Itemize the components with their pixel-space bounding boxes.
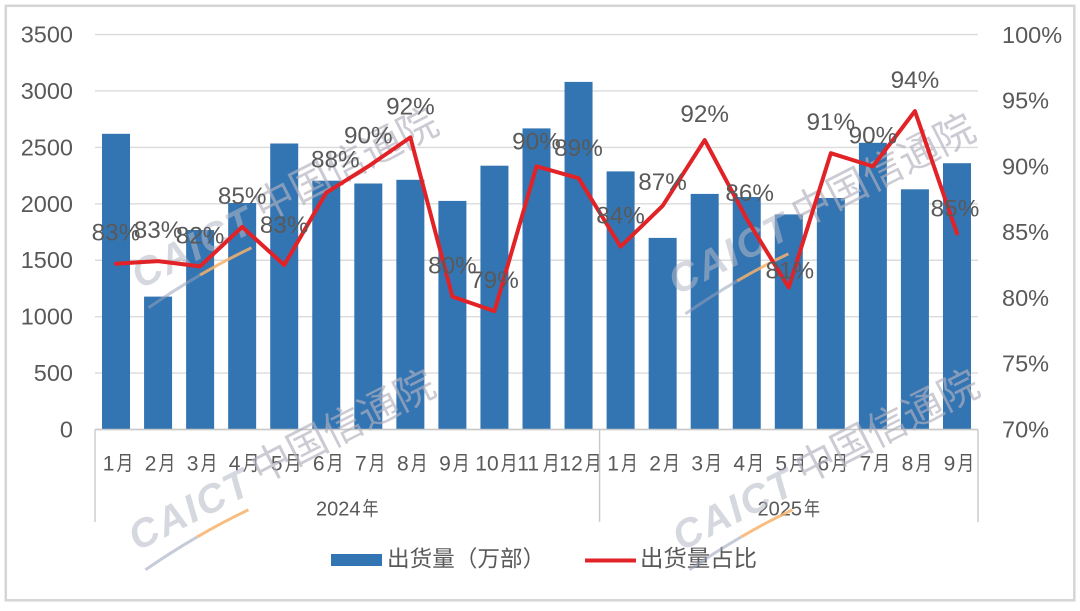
svg-text:4: 4 (733, 453, 745, 476)
svg-text:2025: 2025 (758, 499, 803, 521)
svg-text:500: 500 (34, 360, 73, 386)
svg-text:88%: 88% (311, 147, 360, 174)
svg-text:1: 1 (607, 453, 619, 476)
svg-text:6: 6 (313, 453, 325, 476)
svg-text:83%: 83% (260, 212, 309, 239)
svg-text:75%: 75% (1002, 351, 1049, 377)
svg-text:5: 5 (775, 453, 787, 476)
svg-text:3500: 3500 (21, 22, 73, 48)
svg-text:11: 11 (517, 453, 539, 476)
svg-text:84%: 84% (596, 203, 645, 230)
svg-text:3000: 3000 (21, 78, 73, 104)
svg-text:1: 1 (103, 453, 115, 476)
svg-text:90%: 90% (1002, 153, 1049, 179)
svg-text:0: 0 (60, 417, 73, 443)
svg-text:83%: 83% (92, 220, 141, 247)
svg-text:81%: 81% (765, 257, 814, 284)
svg-text:80%: 80% (1002, 285, 1049, 311)
svg-text:3: 3 (691, 453, 703, 476)
svg-text:82%: 82% (176, 222, 225, 249)
svg-text:85%: 85% (931, 196, 980, 223)
svg-text:1000: 1000 (21, 304, 73, 330)
svg-text:85%: 85% (218, 183, 267, 210)
svg-text:9: 9 (439, 453, 451, 476)
svg-text:70%: 70% (1002, 417, 1049, 443)
svg-text:8: 8 (397, 453, 409, 476)
svg-text:2500: 2500 (21, 134, 73, 160)
svg-text:12: 12 (559, 453, 582, 476)
svg-text:95%: 95% (1002, 88, 1049, 114)
svg-text:83%: 83% (134, 217, 183, 244)
svg-text:6: 6 (818, 453, 830, 476)
svg-text:1500: 1500 (21, 247, 73, 273)
svg-text:90%: 90% (344, 122, 393, 149)
svg-text:2: 2 (145, 453, 157, 476)
svg-text:91%: 91% (806, 109, 855, 136)
svg-text:79%: 79% (470, 267, 519, 294)
svg-text:3: 3 (187, 453, 199, 476)
svg-text:86%: 86% (725, 180, 774, 207)
svg-text:2000: 2000 (21, 191, 73, 217)
svg-text:7: 7 (355, 453, 367, 476)
svg-text:80%: 80% (428, 253, 477, 280)
svg-text:90%: 90% (849, 122, 898, 149)
svg-text:85%: 85% (1002, 219, 1049, 245)
svg-text:89%: 89% (554, 135, 603, 162)
svg-text:100%: 100% (1002, 22, 1062, 48)
svg-text:92%: 92% (680, 101, 729, 128)
svg-text:4: 4 (229, 453, 241, 476)
svg-text:90%: 90% (512, 128, 561, 155)
svg-text:92%: 92% (386, 93, 435, 120)
svg-text:7: 7 (860, 453, 872, 476)
svg-text:87%: 87% (638, 169, 687, 196)
svg-text:8: 8 (902, 453, 914, 476)
svg-text:2: 2 (649, 453, 661, 476)
svg-text:10: 10 (475, 453, 498, 476)
svg-text:9: 9 (944, 453, 956, 476)
svg-text:94%: 94% (891, 67, 940, 94)
svg-text:2024: 2024 (316, 499, 361, 521)
